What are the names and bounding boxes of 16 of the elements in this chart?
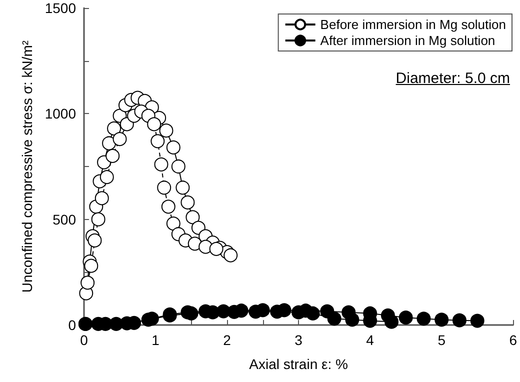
x-tick-label: 0 <box>80 332 88 348</box>
legend-label: Before immersion in Mg solution <box>320 17 506 32</box>
x-tick-label: 1 <box>152 332 160 348</box>
y-tick-label: 0 <box>68 317 76 333</box>
y-tick-label: 500 <box>52 211 76 228</box>
y-axis-title: Unconfined compressive stress σ: kN/m² <box>18 40 35 293</box>
legend-label: After immersion in Mg solution <box>320 33 496 48</box>
x-tick-label: 3 <box>294 332 303 348</box>
x-tick-label: 5 <box>438 332 446 348</box>
x-tick-label: 2 <box>223 332 232 348</box>
x-tick-label: 4 <box>366 332 374 348</box>
x-tick-label: 6 <box>509 332 518 348</box>
annotation: Diameter: 5.0 cm <box>396 70 510 87</box>
y-tick-label: 1000 <box>44 106 76 122</box>
y-tick-label: 1500 <box>44 0 76 16</box>
x-axis-title: Axial strain ε: % <box>249 356 348 372</box>
